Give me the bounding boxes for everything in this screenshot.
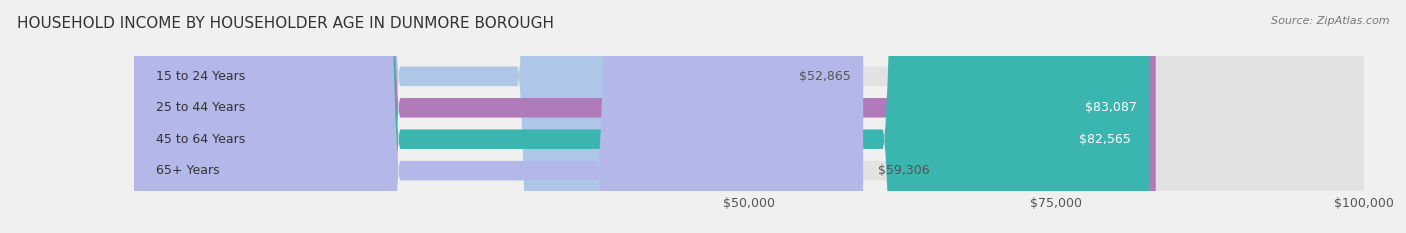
Text: 15 to 24 Years: 15 to 24 Years: [156, 70, 245, 83]
FancyBboxPatch shape: [134, 0, 1364, 233]
Text: $52,865: $52,865: [799, 70, 851, 83]
Text: HOUSEHOLD INCOME BY HOUSEHOLDER AGE IN DUNMORE BOROUGH: HOUSEHOLD INCOME BY HOUSEHOLDER AGE IN D…: [17, 16, 554, 31]
Text: 65+ Years: 65+ Years: [156, 164, 219, 177]
Text: 45 to 64 Years: 45 to 64 Years: [156, 133, 245, 146]
FancyBboxPatch shape: [134, 0, 1156, 233]
Text: Source: ZipAtlas.com: Source: ZipAtlas.com: [1271, 16, 1389, 26]
Text: $83,087: $83,087: [1085, 101, 1137, 114]
Text: $59,306: $59,306: [877, 164, 929, 177]
FancyBboxPatch shape: [134, 0, 1364, 233]
Text: 25 to 44 Years: 25 to 44 Years: [156, 101, 245, 114]
FancyBboxPatch shape: [134, 0, 1149, 233]
FancyBboxPatch shape: [134, 0, 785, 233]
Text: $82,565: $82,565: [1080, 133, 1130, 146]
FancyBboxPatch shape: [134, 0, 863, 233]
FancyBboxPatch shape: [134, 0, 1364, 233]
FancyBboxPatch shape: [134, 0, 1364, 233]
